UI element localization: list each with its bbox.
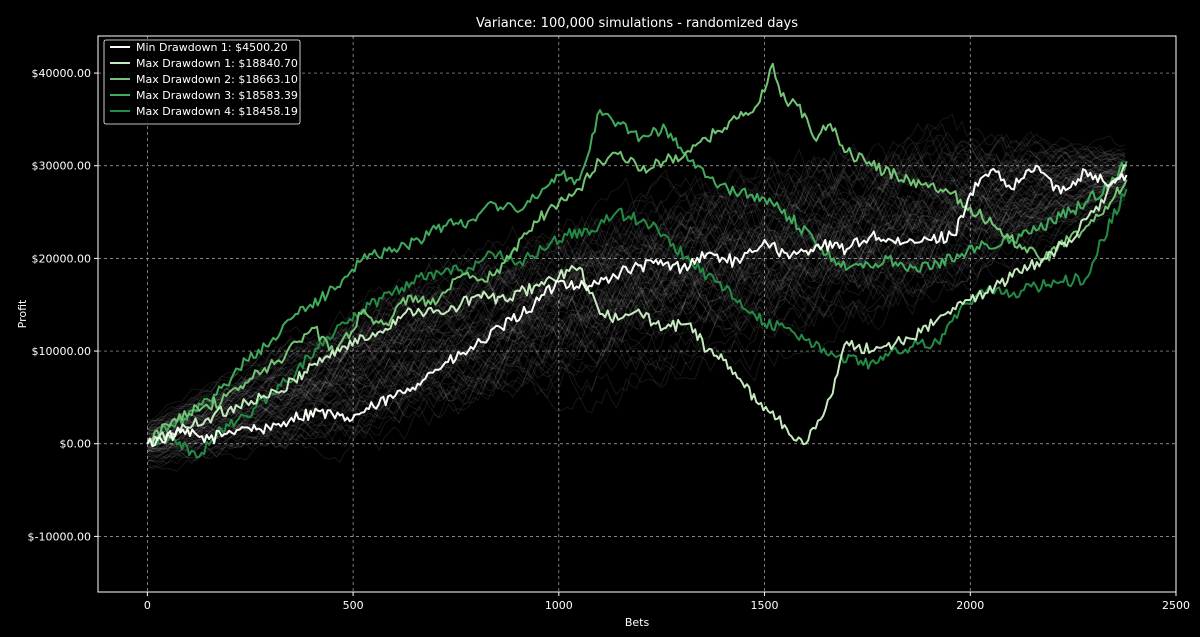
legend-box [103, 39, 301, 125]
y-axis-label: Profit [16, 299, 29, 328]
x-tick-label: 2000 [956, 599, 984, 612]
simulation-path [147, 138, 1126, 431]
legend-label: Min Drawdown 1: $4500.20 [136, 41, 288, 54]
simulation-path [147, 185, 1126, 460]
simulation-path [147, 152, 1126, 432]
x-tick-label: 500 [343, 599, 364, 612]
y-tick-label: $20000.00 [32, 252, 92, 265]
simulation-path [147, 171, 1126, 452]
chart-title: Variance: 100,000 simulations - randomiz… [476, 16, 798, 31]
simulation-path [147, 137, 1126, 426]
simulation-path [147, 193, 1126, 458]
simulation-path [147, 169, 1126, 454]
simulation-path [147, 199, 1126, 463]
simulation-path [147, 151, 1126, 435]
simulation-path [147, 154, 1126, 434]
simulation-path [147, 141, 1126, 435]
y-tick-label: $0.00 [60, 438, 92, 451]
legend-label: Max Drawdown 2: $18663.10 [136, 73, 298, 86]
simulation-path [147, 167, 1126, 448]
x-tick-label: 1500 [751, 599, 779, 612]
simulation-path [147, 193, 1126, 462]
simulation-path [147, 186, 1126, 452]
simulation-path [147, 166, 1126, 440]
x-tick-label: 1000 [545, 599, 573, 612]
series-line-2 [146, 164, 1127, 446]
simulation-path [147, 177, 1126, 443]
simulation-path [147, 184, 1126, 453]
simulation-path [147, 187, 1126, 456]
simulation-path [147, 197, 1126, 463]
simulation-path [147, 176, 1126, 453]
simulation-path [147, 189, 1126, 472]
simulation-path [147, 122, 1126, 427]
simulation-path [147, 177, 1126, 465]
simulation-path [147, 158, 1126, 437]
simulation-path [147, 170, 1126, 444]
x-tick-label: 0 [144, 599, 151, 612]
grid [98, 36, 1176, 592]
series-line-1 [146, 164, 1128, 448]
legend: Min Drawdown 1: $4500.20 Max Drawdown 1: … [103, 39, 301, 125]
y-tick-label: $-10000.00 [28, 530, 91, 543]
simulation-path [147, 168, 1126, 448]
simulation-path [147, 136, 1126, 431]
simulation-path [147, 195, 1126, 469]
series-line-4 [146, 109, 1128, 445]
legend-label: Max Drawdown 4: $18458.19 [136, 105, 298, 118]
series-lines [146, 62, 1128, 459]
simulation-path [147, 162, 1126, 435]
simulation-path [147, 203, 1126, 464]
plot-frame [97, 35, 1177, 593]
simulation-path [147, 185, 1126, 450]
simulation-path [147, 131, 1126, 431]
simulation-path [147, 170, 1126, 440]
simulation-path [147, 157, 1126, 441]
simulation-path [147, 192, 1126, 459]
series-line-3 [146, 62, 1128, 445]
simulation-path [147, 135, 1126, 424]
simulation-path [147, 113, 1126, 431]
simulation-path [147, 191, 1126, 467]
simulation-path [147, 176, 1126, 446]
simulation-path [147, 161, 1126, 441]
simulation-path [147, 177, 1126, 446]
simulation-path [147, 178, 1126, 450]
background-simulations [147, 113, 1126, 472]
simulation-path [147, 194, 1126, 454]
simulation-path [147, 153, 1126, 436]
legend-label: Max Drawdown 1: $18840.70 [136, 57, 298, 70]
simulation-path [147, 133, 1126, 432]
simulation-path [147, 166, 1126, 444]
simulation-path [147, 181, 1126, 448]
simulation-path [147, 161, 1126, 443]
simulation-path [147, 141, 1126, 427]
y-tick-label: $10000.00 [32, 345, 92, 358]
legend-label: Max Drawdown 3: $18583.39 [136, 89, 298, 102]
axis-ticks: 0 500 1000 1500 2000 2500 $-10000.00 $0.00 $1000… [28, 67, 1190, 612]
simulation-path [147, 188, 1126, 453]
simulation-path [147, 182, 1126, 448]
simulation-path [147, 159, 1126, 441]
y-tick-label: $40000.00 [32, 67, 92, 80]
simulation-path [147, 168, 1126, 438]
x-tick-label: 2500 [1162, 599, 1190, 612]
simulation-path [147, 150, 1126, 434]
y-tick-label: $30000.00 [32, 160, 92, 173]
simulation-path [147, 131, 1126, 423]
x-axis-label: Bets [625, 616, 650, 629]
